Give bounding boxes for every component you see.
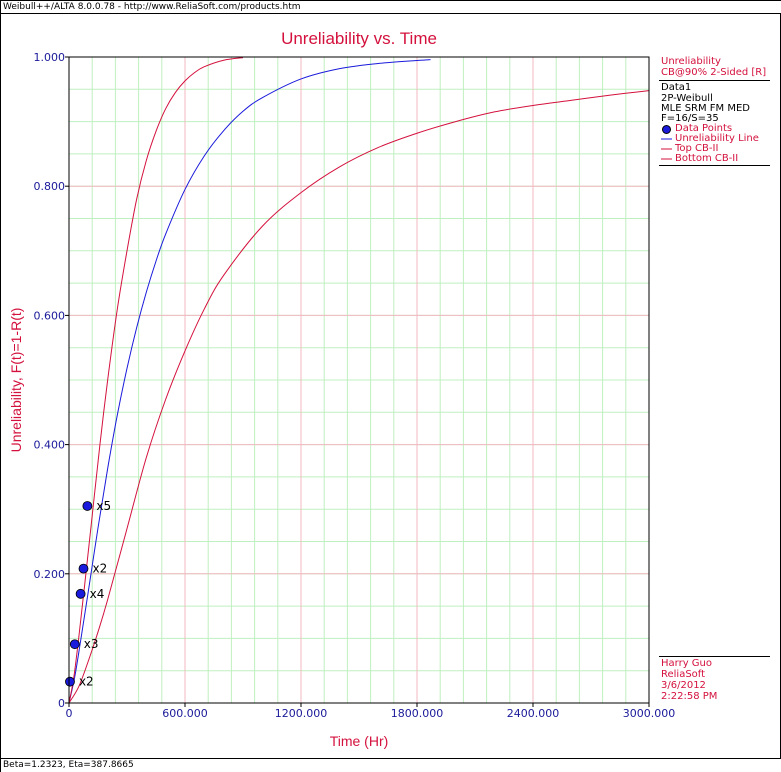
- x-tick-label: 1800.000: [391, 707, 444, 720]
- legend-distribution: 2P-Weibull: [661, 93, 713, 104]
- data-point: [65, 676, 75, 687]
- x-tick-label: 1200.000: [275, 707, 328, 720]
- y-tick-label: 0.600: [34, 309, 66, 322]
- y-tick-label: 0.200: [34, 568, 66, 581]
- data-point-label: x3: [84, 637, 99, 651]
- x-axis-label: Time (Hr): [330, 733, 389, 749]
- data-point: [75, 588, 86, 599]
- footer-divider: [659, 656, 770, 657]
- x-tick-label: 600.000: [162, 707, 208, 720]
- data-point-label: x5: [96, 499, 111, 513]
- x-tick-label: 3000.000: [623, 707, 676, 720]
- y-axis-label: Unreliability, F(t)=1-R(t): [8, 308, 24, 453]
- series-layer: [68, 57, 650, 704]
- data-point-label: x2: [79, 675, 94, 689]
- y-tick-label: 0: [58, 697, 65, 710]
- legend-divider-bottom: [659, 165, 770, 166]
- footer-time: 2:22:58 PM: [661, 691, 718, 702]
- legend-line-swatches: [661, 138, 672, 160]
- legend-item-bottom-cb: Bottom CB-II: [675, 153, 739, 164]
- data-point: [78, 563, 89, 574]
- status-bar: Beta=1.2323, Eta=387.8665: [1, 758, 781, 772]
- data-point-label: x2: [93, 562, 108, 576]
- legend-counts: F=16/S=35: [661, 113, 719, 124]
- data-point-label: x4: [90, 587, 105, 601]
- x-tick-label: 0: [66, 707, 73, 720]
- x-tick-label: 2400.000: [507, 707, 560, 720]
- footer-date: 3/6/2012: [661, 680, 706, 691]
- legend-divider: [659, 80, 770, 81]
- footer-user: Harry Guo: [661, 658, 712, 669]
- axes: 0 600.000 1200.000 1800.000 2400.000 3000.000…: [34, 51, 676, 720]
- footer-company: ReliaSoft: [661, 669, 706, 680]
- series-bottom-cb-ii: [68, 90, 650, 704]
- legend-data-points-marker: [662, 125, 671, 134]
- legend-data-name: Data1: [661, 82, 692, 93]
- plot-frame: [68, 56, 650, 704]
- window-title: Weibull++/ALTA 8.0.0.78 - http://www.Rel…: [1, 1, 781, 14]
- data-point: [69, 639, 80, 650]
- legend-header-line2: CB@90% 2-Sided [R]: [661, 67, 767, 78]
- legend-method: MLE SRM FM MED: [661, 103, 751, 114]
- series-top-cb-ii: [68, 57, 244, 704]
- series-unreliability-line: [68, 59, 431, 704]
- grid: [68, 56, 650, 704]
- y-tick-label: 0.400: [34, 439, 66, 452]
- legend-header-line1: Unreliability: [661, 56, 721, 67]
- data-point: [82, 501, 93, 511]
- legend-item-data-points: Data Points: [675, 123, 733, 134]
- y-tick-label: 1.000: [34, 51, 66, 64]
- y-tick-label: 0.800: [34, 180, 66, 193]
- data-points: x2 x3 x4 x2 x5: [65, 499, 111, 689]
- legend-item-unreliability-line: Unreliability Line: [675, 133, 759, 144]
- legend-item-top-cb: Top CB-II: [675, 143, 719, 154]
- chart-title: Unreliability vs. Time: [281, 29, 437, 48]
